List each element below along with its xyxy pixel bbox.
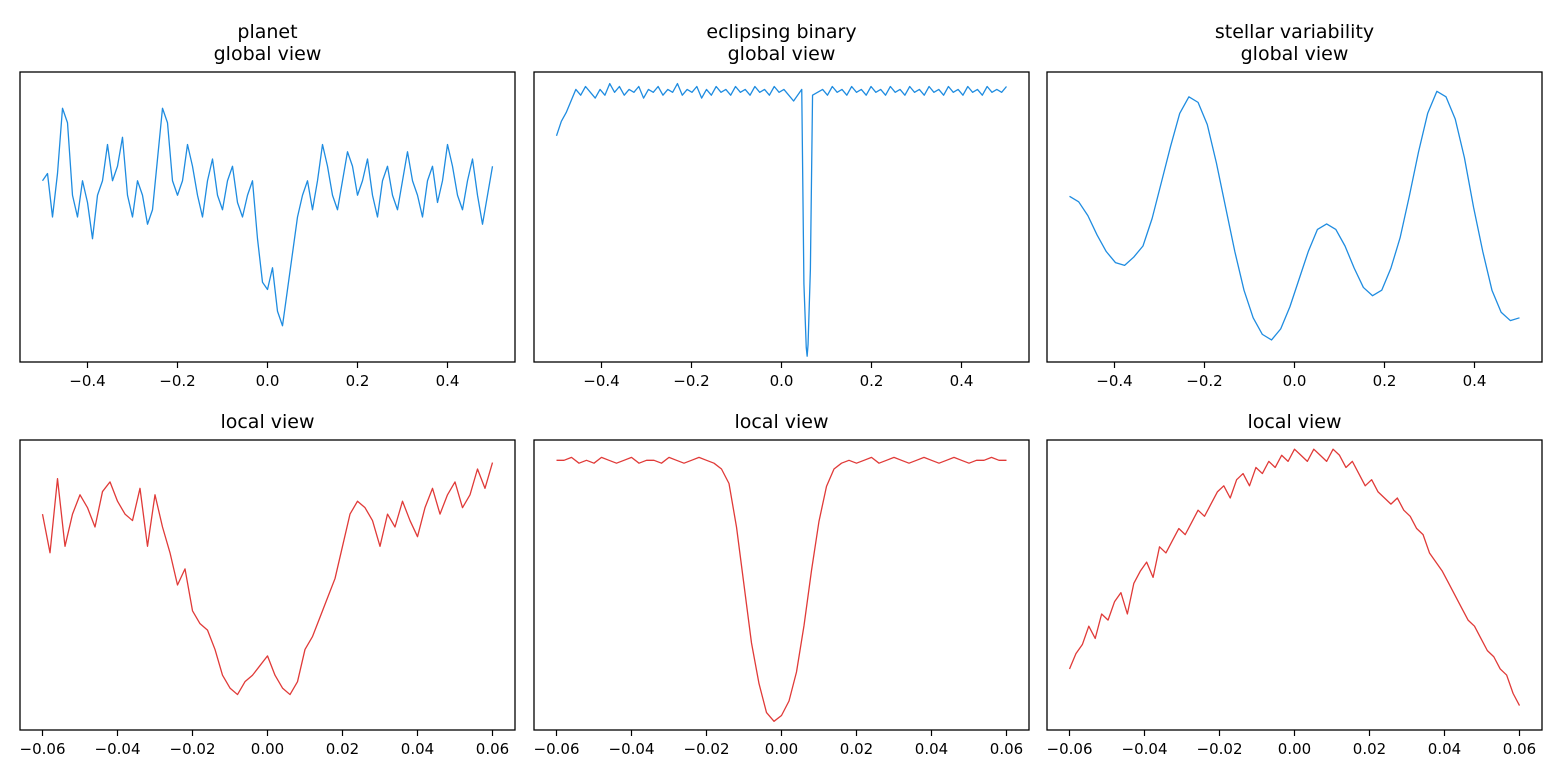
x-tick-label: 0.06: [990, 740, 1023, 758]
x-tick-label: −0.02: [684, 740, 730, 758]
x-tick-label: 0.4: [436, 372, 460, 390]
x-tick-label: −0.2: [1186, 372, 1222, 390]
series-line: [1068, 448, 1521, 706]
axes-frame: [1046, 71, 1543, 363]
axes-frame: [533, 71, 1030, 363]
x-tick-label: −0.06: [20, 740, 66, 758]
panel-title: global view: [214, 43, 322, 65]
x-tick-label: 0.0: [256, 372, 280, 390]
panel-title: stellar variability: [1215, 21, 1374, 43]
panel-title: local view: [1247, 411, 1341, 433]
x-tick-label: −0.4: [1096, 372, 1132, 390]
x-tick-label: −0.04: [95, 740, 141, 758]
x-tick-label: −0.2: [159, 372, 195, 390]
series-line: [555, 82, 1007, 357]
x-tick-label: 0.00: [765, 740, 798, 758]
x-tick-label: 0.2: [1373, 372, 1397, 390]
x-tick-label: 0.04: [915, 740, 948, 758]
series-line: [41, 107, 494, 327]
series-line: [41, 462, 494, 696]
x-tick-label: −0.04: [609, 740, 655, 758]
x-tick-label: 0.0: [770, 372, 794, 390]
x-tick-label: −0.02: [170, 740, 216, 758]
x-tick-label: 0.04: [401, 740, 434, 758]
panel-5: local view −0.06 −0.04 −0.02 0.00 0.02 0.04 0.0…: [1046, 411, 1543, 758]
x-tick-label: 0.06: [1503, 740, 1536, 758]
panel-title: global view: [728, 43, 836, 65]
x-tick-label: 0.06: [476, 740, 509, 758]
axes-frame: [19, 71, 516, 363]
panel-title: global view: [1241, 43, 1349, 65]
series-line: [556, 456, 1007, 722]
panel-3: local view −0.06 −0.04 −0.02 0.00 0.02 0.04 0.0…: [19, 411, 516, 758]
panel-title: planet: [237, 21, 297, 43]
panel-title: local view: [734, 411, 828, 433]
panel-4: local view −0.06 −0.04 −0.02 0.00 0.02 0.04 0.0…: [533, 411, 1030, 758]
x-tick-label: −0.4: [583, 372, 619, 390]
x-tick-label: −0.06: [1047, 740, 1093, 758]
x-tick-label: −0.06: [534, 740, 580, 758]
x-tick-label: 0.04: [1428, 740, 1461, 758]
x-tick-label: 0.00: [1278, 740, 1311, 758]
x-tick-label: 0.02: [326, 740, 359, 758]
x-tick-label: 0.02: [1353, 740, 1386, 758]
x-tick-label: 0.02: [840, 740, 873, 758]
series-line: [1069, 90, 1520, 341]
x-tick-label: −0.2: [673, 372, 709, 390]
x-tick-label: −0.02: [1197, 740, 1243, 758]
panel-title: eclipsing binary: [706, 21, 856, 43]
x-tick-label: 0.4: [950, 372, 974, 390]
axes-frame: [1046, 439, 1543, 731]
x-tick-label: 0.4: [1463, 372, 1487, 390]
x-tick-label: 0.2: [346, 372, 370, 390]
x-tick-label: −0.4: [69, 372, 105, 390]
x-tick-label: 0.0: [1283, 372, 1307, 390]
axes-frame: [533, 439, 1030, 731]
x-tick-label: 0.2: [860, 372, 884, 390]
axes-frame: [19, 439, 516, 731]
panel-title: local view: [220, 411, 314, 433]
x-tick-label: −0.04: [1122, 740, 1168, 758]
x-tick-label: 0.00: [251, 740, 284, 758]
